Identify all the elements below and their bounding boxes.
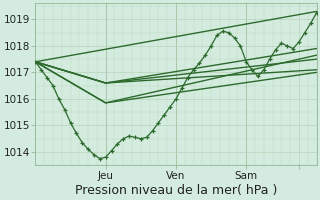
X-axis label: Pression niveau de la mer( hPa ): Pression niveau de la mer( hPa ) bbox=[75, 184, 277, 197]
